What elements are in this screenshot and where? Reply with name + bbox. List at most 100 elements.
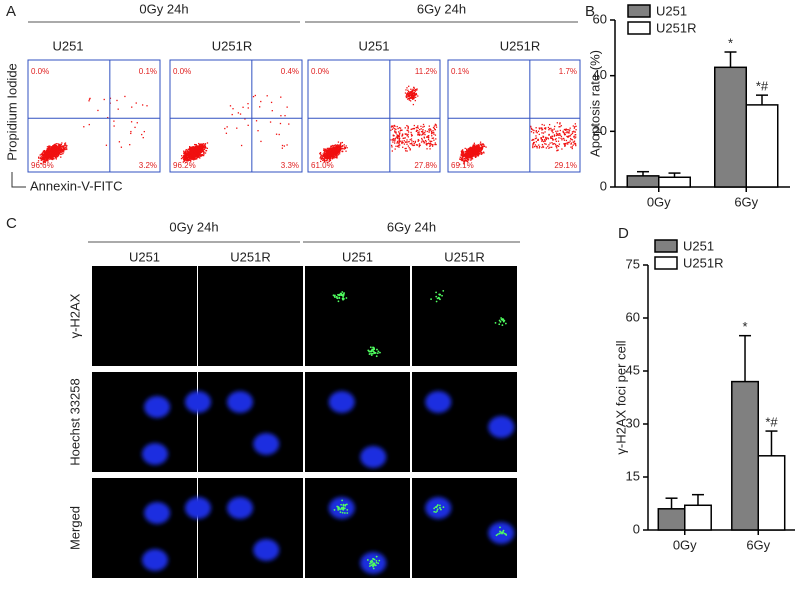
foci — [341, 291, 344, 293]
event-dot — [65, 144, 67, 146]
event-dot — [434, 128, 436, 131]
event-dot — [203, 146, 205, 148]
event-dot — [541, 128, 544, 131]
column-title: U251R — [230, 249, 270, 264]
event-dot — [97, 109, 99, 112]
event-dot — [415, 126, 417, 129]
event-dot — [403, 140, 405, 142]
event-dot — [325, 155, 328, 158]
panel-label: A — [6, 3, 16, 20]
event-dot — [50, 153, 52, 155]
event-dot — [571, 132, 574, 135]
event-dot — [551, 130, 553, 133]
event-dot — [197, 150, 199, 152]
row-label: Hoechst 33258 — [67, 378, 82, 465]
event-dot — [53, 153, 55, 155]
event-dot — [435, 126, 438, 128]
event-dot — [189, 159, 192, 161]
event-dot — [463, 157, 465, 160]
event-dot — [204, 143, 206, 146]
event-dot — [398, 144, 401, 146]
event-dot — [56, 152, 59, 154]
foci — [332, 294, 335, 297]
event-dot — [254, 94, 256, 97]
foci — [439, 504, 441, 507]
event-dot — [237, 112, 240, 114]
event-dot — [194, 156, 196, 158]
foci — [342, 508, 345, 511]
foci — [439, 507, 442, 509]
event-dot — [410, 95, 413, 97]
micrograph — [92, 372, 197, 472]
event-dot — [322, 157, 324, 160]
event-dot — [183, 158, 185, 161]
event-dot — [186, 150, 188, 153]
event-dot — [463, 151, 465, 153]
event-dot — [480, 152, 482, 154]
event-dot — [431, 140, 433, 143]
event-dot — [465, 154, 467, 156]
event-dot — [197, 152, 200, 155]
image-bg — [198, 266, 303, 366]
y-axis-label: γ-H2AX foci per cell — [613, 340, 628, 454]
event-dot — [198, 154, 200, 156]
event-dot — [391, 125, 393, 127]
event-dot — [184, 158, 186, 161]
event-dot — [473, 145, 476, 147]
event-dot — [404, 147, 406, 150]
event-dot — [46, 154, 48, 156]
flow-plot: 0.1% 1.7% 69.1% 29.1% — [447, 59, 581, 173]
event-dot — [326, 149, 328, 151]
foci — [338, 296, 341, 299]
event-dot — [563, 143, 566, 145]
event-dot — [563, 133, 566, 135]
event-dot — [41, 158, 43, 160]
event-dot — [52, 154, 54, 157]
event-dot — [551, 138, 554, 140]
event-dot — [558, 137, 560, 139]
event-dot — [405, 96, 408, 99]
event-dot — [343, 146, 346, 148]
event-dot — [62, 145, 64, 147]
foci — [499, 530, 501, 533]
event-dot — [538, 146, 541, 148]
event-dot — [401, 140, 403, 142]
event-dot — [478, 147, 480, 150]
event-dot — [466, 153, 469, 155]
foci — [433, 507, 436, 510]
event-dot — [573, 143, 575, 145]
event-dot — [189, 158, 191, 160]
nucleus — [253, 539, 280, 561]
event-dot — [236, 127, 238, 129]
event-dot — [193, 152, 195, 154]
event-dot — [202, 143, 205, 145]
event-dot — [481, 153, 483, 155]
event-dot — [329, 149, 331, 151]
event-dot — [544, 139, 546, 141]
event-dot — [323, 159, 325, 161]
event-dot — [396, 134, 398, 136]
event-dot — [478, 152, 481, 155]
bar — [684, 504, 712, 531]
event-dot — [572, 141, 574, 143]
event-dot — [328, 147, 330, 149]
event-dot — [390, 126, 393, 128]
event-dot — [461, 150, 463, 152]
event-dot — [398, 136, 400, 138]
event-dot — [187, 159, 189, 161]
event-dot — [431, 131, 433, 134]
event-dot — [331, 150, 333, 152]
event-dot — [184, 153, 186, 156]
event-dot — [410, 91, 412, 93]
quadrant-percent: 3.3% — [281, 161, 299, 170]
foci — [504, 322, 507, 325]
event-dot — [422, 129, 424, 131]
event-dot — [392, 134, 394, 136]
event-dot — [407, 129, 409, 132]
event-dot — [472, 155, 474, 157]
event-dot — [49, 158, 51, 160]
event-dot — [574, 123, 577, 125]
event-dot — [182, 158, 185, 160]
event-dot — [197, 151, 199, 153]
event-dot — [470, 157, 472, 159]
